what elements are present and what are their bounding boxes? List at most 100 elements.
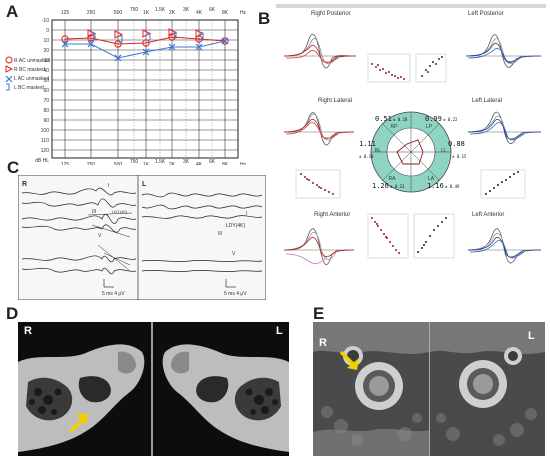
ct-image-d [18,322,289,456]
legend-r-bc: R BC masked [14,67,45,73]
freq-top-8k: 8K [222,10,229,16]
dial-ra-sd: ± 0.23 [390,184,405,189]
ra-traces [283,228,355,265]
left-bc-markers [92,31,204,43]
right-ac-line [64,36,226,45]
rp-traces [283,33,357,69]
vemp-dial [370,111,452,193]
rl-scatter [300,173,334,195]
left-ac-markers [61,37,229,62]
ct-image-e [313,322,545,456]
ct-d-right-label: L [276,325,283,337]
abr-scale-l: 5 ms 4 μV [224,291,247,297]
freq-bottom-1k: 1K [143,162,150,165]
title-left-posterior: Left Posterior [468,11,504,17]
dial-rl-value: 1.11 [359,140,376,148]
freq-bottom-125: 125 [61,162,70,165]
freq-bottom-250: 250 [87,162,96,165]
dial-lp-tag: LP [426,124,433,130]
legend-triangle-icon [5,65,14,73]
abr-wave-v-l: V [232,251,236,257]
dial-ra-tag: RA [389,176,397,182]
freq-bottom-hz: Hz [240,162,247,165]
la-scatter [417,217,447,253]
abr-wave-i-r: I [108,183,109,189]
freq-bottom-500: 500 [114,162,123,165]
freq-top-6k: 6K [209,7,216,13]
abr-scale-bar-r [103,279,114,288]
dial-ll-tag: LL [441,148,447,154]
title-right-posterior: Right Posterior [311,11,351,17]
dial-lp-value: 0.99 [425,115,442,123]
panel-label-c: C [7,158,20,177]
abr-right-traces [21,187,137,275]
dial-rl-tag: RL [375,148,382,154]
db-tick-110: 110 [41,138,49,144]
freq-top-2k: 2K [169,10,176,16]
freq-bottom-6k: 6K [209,159,216,165]
dial-la-tag: LA [428,176,435,182]
dial-rl-sd: ± 0.19 [359,154,374,159]
dial-ll-value: 0.88 [448,140,465,148]
panel-label-d: D [6,304,19,323]
abr-left-traces [141,192,263,272]
right-bc-markers [87,28,205,39]
title-left-lateral: Left Lateral [472,98,502,104]
freq-top-500: 500 [114,10,123,16]
dial-la-value: 1.16 [427,182,444,190]
freq-top-250: 250 [87,10,96,16]
freq-bottom-4k: 4K [196,162,203,165]
rp-scatter [371,63,405,80]
ll-scatter [485,171,519,195]
db-tick-60: 60 [43,88,49,94]
ct-d-arrow-icon [68,414,88,434]
db-tick-50: 50 [43,78,49,84]
abr-scale-bar-l [225,279,236,288]
freq-top-1k: 1K [143,10,150,16]
dial-rp-tag: RP [391,124,399,130]
db-tick-100: 100 [41,128,50,134]
freq-bottom-750: 750 [130,159,139,165]
ct-e-left-label: R [319,337,327,349]
dial-la-sd: ± 0.49 [445,184,460,189]
abr-wave-iii-r: III [92,209,96,215]
ct-d-drawing [18,322,289,456]
audiogram-chart: 125 250 500 750 1K 1.5K 2K 3K 4K 6K 8K H… [5,7,247,165]
db-tick-80: 80 [43,108,49,114]
legend-circle-icon [5,56,13,64]
legend-l-ac: L AC unmasked [14,76,49,82]
freq-bottom-3k: 3K [183,159,190,165]
db-tick-90: 90 [43,118,49,124]
freq-bottom-1.5k: 1.5K [155,159,166,165]
abr-mark-l: LDY(4K) [226,223,246,229]
db-tick-30: 30 [43,58,49,64]
legend-bracket-icon [6,83,10,91]
abr-wave-iii-l: III [218,231,222,237]
freq-top-125: 125 [61,10,70,16]
freq-top-1.5k: 1.5K [155,7,166,13]
legend-x-icon [5,75,13,83]
ct-e-right-label: L [528,330,535,342]
lp-scatter [421,56,443,77]
ra-scatter [371,217,400,254]
abr-figure: R L I III V LDY(4K) 5 ms 4 μV LDY(4K) I … [18,175,266,300]
freq-bottom-2k: 2K [169,162,176,165]
abr-right-label: R [22,181,27,188]
db-tick-120: 120 [41,148,50,154]
abr-wave-i-l: I [246,211,247,217]
db-unit: dB HL [35,158,49,164]
dial-rp-value: 0.51 [375,115,392,123]
legend-r-ac: R AC unmasked [14,58,50,64]
db-tick-m10: -10 [42,18,49,24]
ct-d-left-label: R [24,325,32,337]
freq-top-750: 750 [130,7,139,13]
panel-label-a: A [6,2,19,21]
ct-e-drawing [313,322,545,456]
panel-label-e: E [313,304,325,323]
audiogram-legend: R AC unmasked R BC masked L AC unmasked … [5,56,50,91]
dial-lp-sd: ± 0.22 [443,117,458,122]
ct-e-arrow-icon [339,350,359,370]
abr-wave-v-r: V [98,233,102,239]
rl-traces [283,112,355,146]
ll-traces [467,111,542,144]
